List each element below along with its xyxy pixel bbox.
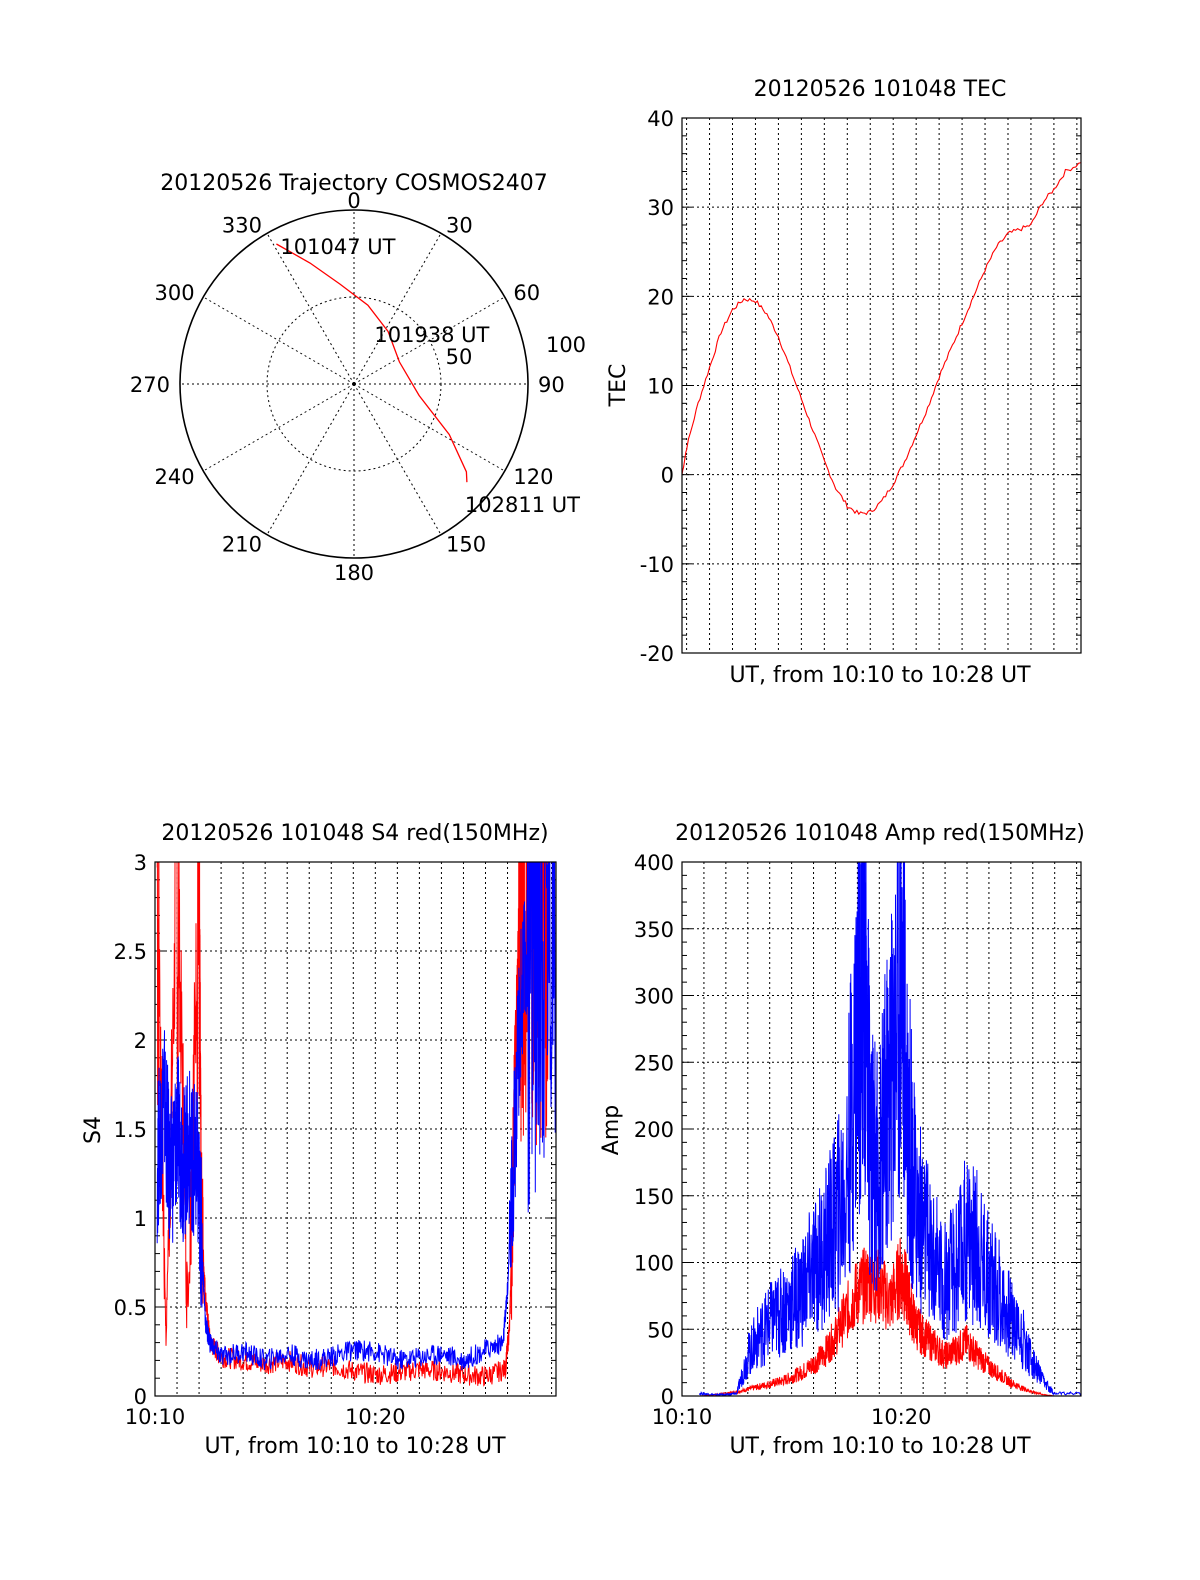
tec-ytick-label: 30 — [647, 196, 674, 220]
tec-title: 20120526 101048 TEC — [754, 77, 1007, 102]
amp-ytick-label: 350 — [634, 918, 674, 942]
tec-ytick-label: 0 — [661, 464, 674, 488]
amp-hgrid — [682, 861, 1081, 1397]
amp-series — [699, 862, 1081, 1396]
trajectory-angle-tick: 210 — [222, 532, 262, 556]
s4-hgrid — [155, 861, 556, 1397]
trajectory-spoke — [203, 296, 355, 385]
s4-series — [156, 862, 556, 1387]
amp-series-line — [699, 1238, 1081, 1396]
amp-xlabel: UT, from 10:10 to 10:28 UT — [729, 1434, 1031, 1459]
amp-ytick-label: 0 — [661, 1385, 674, 1409]
tec-series-line — [682, 162, 1081, 516]
amp-series-line — [699, 862, 1081, 1396]
s4-ytick-label: 0.5 — [114, 1296, 147, 1320]
amp-ytick-label: 250 — [634, 1051, 674, 1075]
s4-ytick-label: 2 — [134, 1029, 147, 1053]
tec-ytick-label: -20 — [640, 642, 674, 666]
s4-series-line — [156, 862, 556, 1371]
trajectory-radius-tick: 100 — [546, 333, 586, 357]
tec-hgrid — [682, 117, 1081, 654]
s4-xlabel: UT, from 10:10 to 10:28 UT — [204, 1434, 506, 1459]
trajectory-angle-tick: 180 — [334, 561, 374, 585]
s4-xtick-label: 10:20 — [345, 1405, 406, 1429]
amp-ytick-label: 100 — [634, 1252, 674, 1276]
s4-ylabel: S4 — [81, 1116, 106, 1144]
tec-xlabel: UT, from 10:10 to 10:28 UT — [729, 663, 1031, 688]
trajectory-radius-tick: 50 — [446, 345, 473, 369]
amp-panel: 20120526 101048 Amp red(150MHz) UT, from… — [599, 821, 1085, 1459]
trajectory-annotation: 102811 UT — [465, 493, 580, 517]
amp-ytick-label: 200 — [634, 1118, 674, 1142]
s4-ytick-label: 1 — [134, 1207, 147, 1231]
s4-series-line — [156, 862, 552, 1387]
tec-ylabel: TEC — [606, 364, 631, 408]
amp-title: 20120526 101048 Amp red(150MHz) — [675, 821, 1085, 846]
trajectory-angle-tick: 330 — [222, 214, 262, 238]
trajectory-angle-tick: 300 — [155, 281, 195, 305]
s4-ytick-label: 3 — [134, 851, 147, 875]
amp-ytick-label: 300 — [634, 985, 674, 1009]
tec-ytick-label: 10 — [647, 375, 674, 399]
s4-title: 20120526 101048 S4 red(150MHz) — [161, 821, 548, 846]
trajectory-angle-tick: 150 — [446, 532, 486, 556]
s4-ytick-label: 2.5 — [114, 940, 147, 964]
tec-ytick-label: 40 — [647, 107, 674, 131]
s4-ytick-label: 0 — [134, 1385, 147, 1409]
trajectory-angle-tick: 30 — [446, 214, 473, 238]
trajectory-series — [276, 243, 468, 483]
s4-ytick-label: 1.5 — [114, 1118, 147, 1142]
tec-series — [682, 162, 1081, 516]
trajectory-spoke — [353, 383, 505, 472]
trajectory-angle-tick: 240 — [155, 465, 195, 489]
trajectory-radius-ticks: 50 100 — [446, 333, 586, 369]
trajectory-panel: 20120526 Trajectory COSMOS2407 0 30 60 90 12… — [130, 171, 586, 585]
amp-ytick-label: 50 — [647, 1318, 674, 1342]
tec-ytick-label: -10 — [640, 553, 674, 577]
tec-panel: 20120526 101048 TEC UT, from 10:10 to 10… — [606, 77, 1082, 688]
trajectory-spoke — [353, 233, 442, 385]
amp-xtick-label: 10:10 — [652, 1405, 713, 1429]
trajectory-angle-ticks: 0 30 60 90 120 150 180 210 240 270 300 330 — [130, 189, 565, 585]
trajectory-angle-tick: 270 — [130, 373, 170, 397]
trajectory-spoke — [266, 383, 355, 535]
trajectory-grid — [179, 209, 529, 559]
trajectory-title: 20120526 Trajectory COSMOS2407 — [160, 171, 547, 196]
amp-plot-frame — [681, 861, 1082, 1397]
trajectory-spoke — [353, 383, 442, 535]
s4-xtick-label: 10:10 — [125, 1405, 186, 1429]
trajectory-annotations: 101047 UT 101938 UT 102811 UT — [280, 235, 580, 517]
trajectory-angle-tick: 90 — [538, 373, 565, 397]
trajectory-annotation: 101047 UT — [280, 235, 395, 259]
trajectory-outer-circle — [179, 209, 529, 559]
trajectory-spoke — [203, 383, 355, 472]
tec-ytick-label: 20 — [647, 285, 674, 309]
s4-panel: 20120526 101048 S4 red(150MHz) UT, from … — [81, 821, 557, 1459]
amp-ylabel: Amp — [599, 1105, 624, 1155]
trajectory-spoke — [266, 233, 355, 385]
s4-plot-frame — [154, 861, 557, 1397]
trajectory-angle-tick: 60 — [513, 281, 540, 305]
trajectory-spoke — [353, 296, 505, 385]
trajectory-series-line — [276, 243, 468, 483]
amp-xtick-label: 10:20 — [871, 1405, 932, 1429]
tec-plot-frame — [681, 117, 1082, 654]
amp-ytick-label: 150 — [634, 1185, 674, 1209]
trajectory-angle-tick: 0 — [347, 189, 360, 213]
trajectory-angle-tick: 120 — [513, 465, 553, 489]
trajectory-annotation: 101938 UT — [374, 323, 489, 347]
amp-ytick-label: 400 — [634, 851, 674, 875]
